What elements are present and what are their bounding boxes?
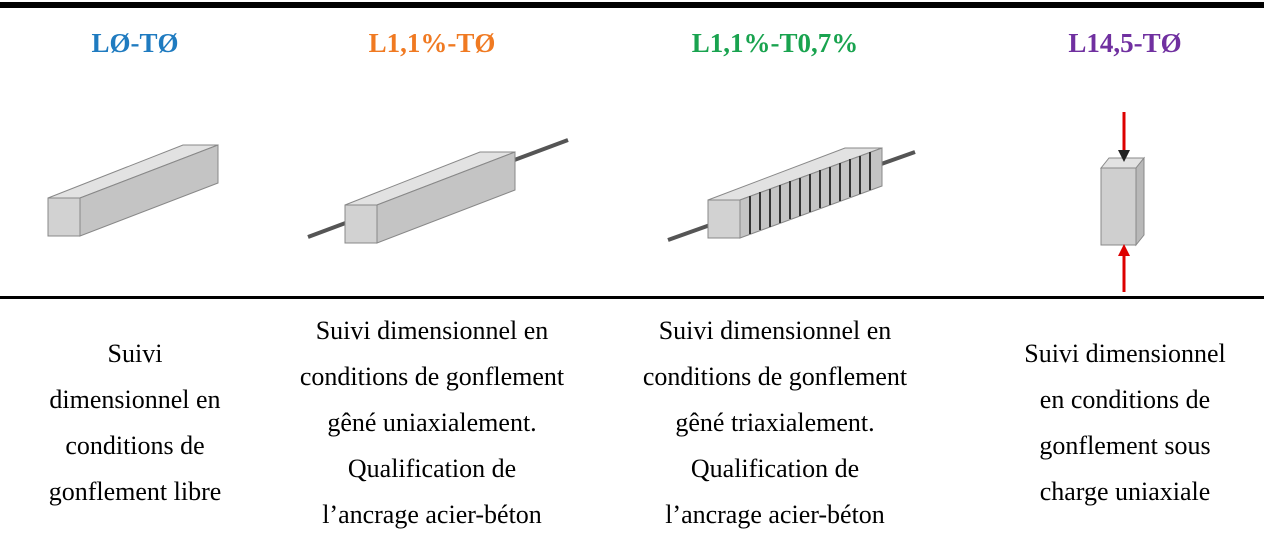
description-line: gêné triaxialement. [675,407,875,437]
column-description: Suivi dimensionnel en conditions de gonflem… [0,300,295,545]
column-label: LØ-TØ [91,28,179,58]
specimen-free [47,144,219,237]
description-line: Suivi [107,338,163,368]
description-line: l’ancrage acier-béton [322,499,542,529]
column-label: L1,1%-TØ [368,28,496,58]
column-label: L1,1%-T0,7% [691,28,859,58]
description-line: Suivi dimensionnel en [315,315,549,345]
description-line: l’ancrage acier-béton [665,499,885,529]
description-line: gonflement libre [48,476,222,506]
description-line: gêné uniaxialement. [327,407,537,437]
illustrations [47,112,1146,292]
specimen-rod-slices [667,147,916,242]
description-line: conditions de [65,430,205,460]
description-line: Qualification de [690,453,860,483]
specimen-loaded [1099,112,1146,292]
description-line: Suivi dimensionnel [1024,338,1226,368]
description-line: dimensionnel en [49,384,221,414]
description-line: conditions de gonflement [299,361,565,391]
description-line: Qualification de [347,453,517,483]
column-description: Suivi dimensionnel en conditions de gonfl… [615,300,935,545]
description-line: charge uniaxiale [1039,476,1211,506]
description-line: en conditions de [1039,384,1211,414]
column-description: Suivi dimensionnel en conditions de gonfle… [965,300,1264,545]
description-line: Suivi dimensionnel en [658,315,892,345]
specimen-rod [307,138,569,244]
description-line: gonflement sous [1039,430,1211,460]
description-line: conditions de gonflement [642,361,908,391]
column-description: Suivi dimensionnel en conditions de gonfl… [272,300,592,545]
mid-rule [0,296,1264,299]
column-label: L14,5-TØ [1068,28,1182,58]
top-rule [0,2,1264,8]
